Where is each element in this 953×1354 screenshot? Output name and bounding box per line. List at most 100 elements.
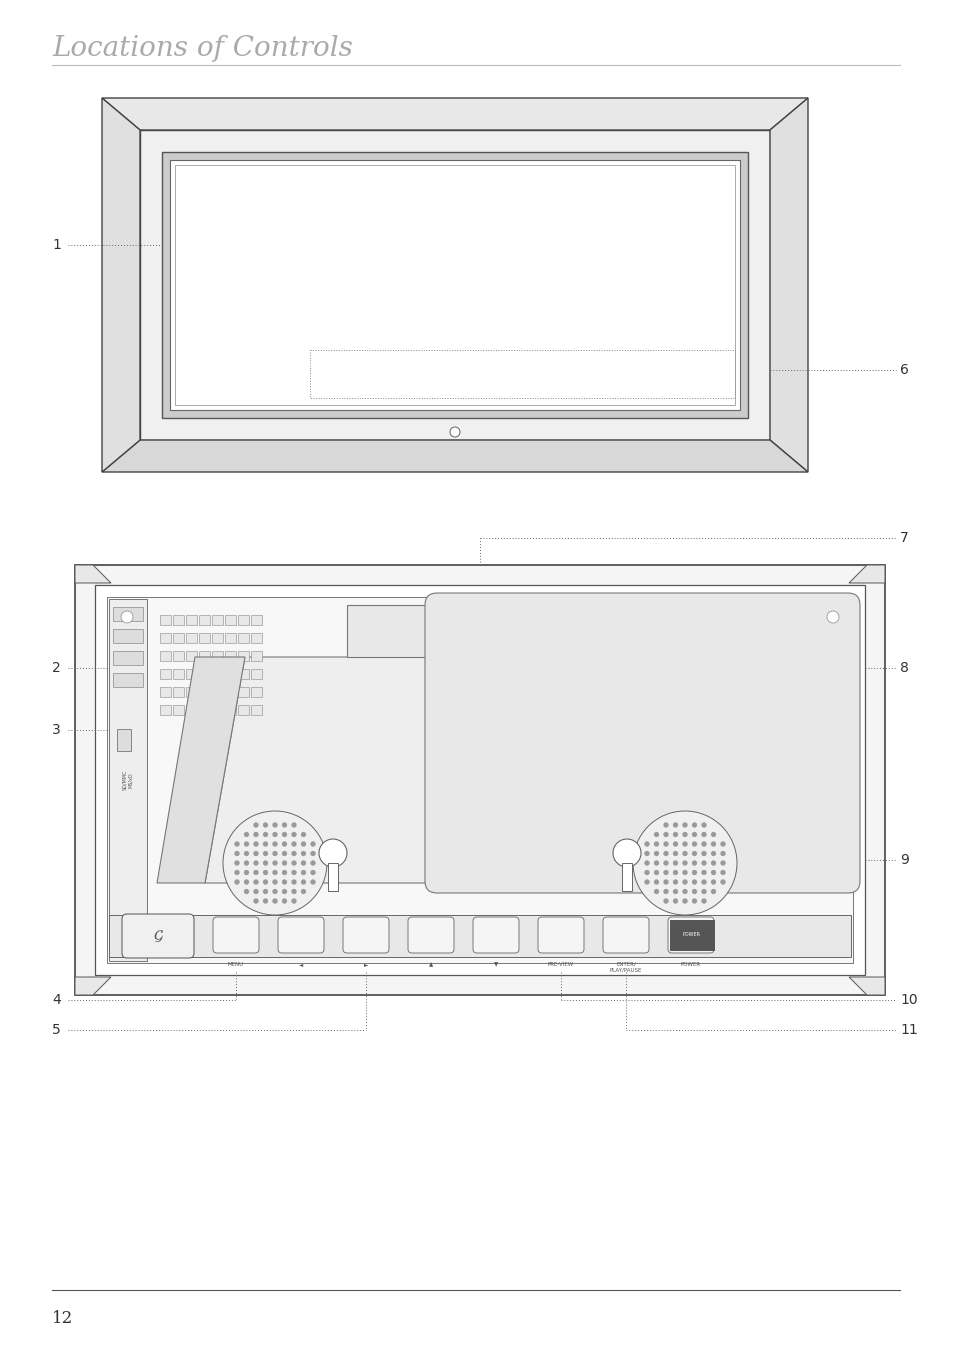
Circle shape <box>681 880 687 884</box>
Bar <box>328 862 337 891</box>
Circle shape <box>691 831 697 837</box>
Bar <box>669 919 713 951</box>
Bar <box>172 651 184 661</box>
Text: 8: 8 <box>899 661 908 676</box>
FancyBboxPatch shape <box>667 917 713 953</box>
Circle shape <box>273 852 277 856</box>
Bar <box>186 705 196 715</box>
Circle shape <box>244 852 249 856</box>
Circle shape <box>234 871 239 875</box>
Bar <box>186 615 196 626</box>
Bar <box>251 705 262 715</box>
Bar <box>170 160 740 410</box>
Circle shape <box>263 831 268 837</box>
Circle shape <box>644 841 649 846</box>
Circle shape <box>301 831 306 837</box>
Circle shape <box>273 899 277 903</box>
Circle shape <box>826 611 838 623</box>
Circle shape <box>292 852 296 856</box>
Polygon shape <box>102 97 140 473</box>
Bar <box>160 615 171 626</box>
Bar <box>186 669 196 678</box>
FancyBboxPatch shape <box>602 917 648 953</box>
Bar <box>172 669 184 678</box>
Bar <box>117 728 131 751</box>
Circle shape <box>263 852 268 856</box>
Text: MENU: MENU <box>228 961 244 967</box>
Circle shape <box>681 861 687 865</box>
Circle shape <box>710 841 716 846</box>
Circle shape <box>263 880 268 884</box>
Circle shape <box>662 831 668 837</box>
Circle shape <box>672 841 678 846</box>
Text: 4: 4 <box>52 992 61 1007</box>
Circle shape <box>253 871 258 875</box>
Bar <box>212 669 223 678</box>
Circle shape <box>282 871 287 875</box>
Text: 9: 9 <box>899 853 908 867</box>
Bar <box>251 615 262 626</box>
Circle shape <box>318 839 347 867</box>
Circle shape <box>681 899 687 903</box>
Polygon shape <box>769 97 807 473</box>
Bar <box>225 686 235 697</box>
Circle shape <box>282 831 287 837</box>
Bar <box>199 686 210 697</box>
Polygon shape <box>848 978 884 995</box>
Circle shape <box>282 822 287 827</box>
Circle shape <box>654 861 659 865</box>
Bar <box>237 686 249 697</box>
Text: 5: 5 <box>52 1024 61 1037</box>
Bar <box>160 669 171 678</box>
Bar <box>199 651 210 661</box>
Bar <box>225 651 235 661</box>
Bar <box>160 634 171 643</box>
Text: 1: 1 <box>52 238 61 252</box>
Bar <box>251 686 262 697</box>
Circle shape <box>301 871 306 875</box>
Circle shape <box>691 852 697 856</box>
Circle shape <box>263 861 268 865</box>
Polygon shape <box>205 657 537 883</box>
Polygon shape <box>157 657 245 883</box>
Circle shape <box>644 852 649 856</box>
Circle shape <box>672 831 678 837</box>
Circle shape <box>654 890 659 894</box>
FancyBboxPatch shape <box>408 917 454 953</box>
Bar <box>225 615 235 626</box>
Circle shape <box>700 852 706 856</box>
Text: ▲: ▲ <box>429 961 433 967</box>
Text: $\mathcal{G}$: $\mathcal{G}$ <box>152 927 163 944</box>
Circle shape <box>681 852 687 856</box>
Circle shape <box>253 861 258 865</box>
Circle shape <box>672 890 678 894</box>
Circle shape <box>720 841 724 846</box>
Circle shape <box>654 831 659 837</box>
Text: Locations of Controls: Locations of Controls <box>52 35 353 62</box>
Bar <box>109 915 850 957</box>
Circle shape <box>710 852 716 856</box>
Circle shape <box>223 811 327 915</box>
Text: 10: 10 <box>899 992 917 1007</box>
Circle shape <box>700 871 706 875</box>
Polygon shape <box>102 440 807 473</box>
Circle shape <box>662 841 668 846</box>
Bar <box>237 615 249 626</box>
Circle shape <box>292 871 296 875</box>
Circle shape <box>672 822 678 827</box>
Text: PRE-VIEW: PRE-VIEW <box>547 961 574 967</box>
Circle shape <box>301 880 306 884</box>
Circle shape <box>273 831 277 837</box>
Circle shape <box>662 871 668 875</box>
Bar <box>75 565 884 995</box>
Circle shape <box>710 831 716 837</box>
Bar <box>199 615 210 626</box>
Circle shape <box>710 890 716 894</box>
Bar <box>225 669 235 678</box>
Circle shape <box>700 822 706 827</box>
Bar <box>212 686 223 697</box>
Circle shape <box>720 861 724 865</box>
Bar <box>225 705 235 715</box>
Circle shape <box>234 852 239 856</box>
Circle shape <box>273 861 277 865</box>
